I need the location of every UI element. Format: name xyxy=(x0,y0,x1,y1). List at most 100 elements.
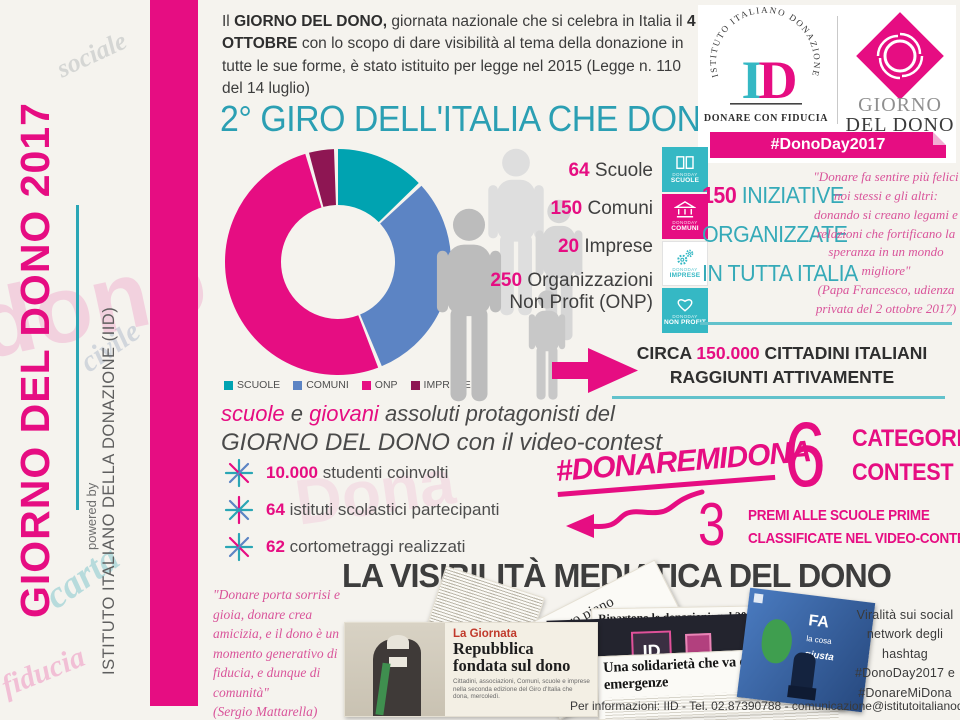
footer-contact-info: Per informazioni: IID - Tel. 02.87390788… xyxy=(570,699,960,713)
prizes-number: 3 xyxy=(698,491,726,558)
badge-tag: DONODAY xyxy=(672,267,698,272)
divider-line xyxy=(612,396,945,399)
social-line: #DonareMiDona xyxy=(858,685,952,700)
arrow-right-icon xyxy=(552,348,638,393)
bullet-cortometraggi: 62 cortometraggi realizzati xyxy=(224,532,465,562)
bullet-value: 62 xyxy=(266,537,285,556)
vc-text: e xyxy=(290,401,303,426)
social-virality-note: Viralità sui social network degli hashta… xyxy=(849,606,960,703)
categories-number: 6 xyxy=(784,404,826,506)
tv-mascot xyxy=(759,617,795,666)
stat-value: 64 xyxy=(568,160,590,181)
donoday-hashtag: #DonoDay2017 xyxy=(770,136,886,153)
gdd-text-deldono: DEL DONO xyxy=(846,114,955,136)
legend-item: COMUNI xyxy=(293,379,349,391)
badge-imprese: DONODAY IMPRESE xyxy=(662,241,708,286)
social-line: hashtag xyxy=(882,646,928,661)
divider-line xyxy=(700,322,952,325)
reach-text: RAGGIUNTI ATTIVAMENTE xyxy=(669,366,895,387)
stat-label: Imprese xyxy=(584,236,653,257)
photo-collar xyxy=(389,657,407,667)
legend-item: ONP xyxy=(361,379,398,391)
asterisk-icon xyxy=(224,458,254,488)
stat-value: 150 xyxy=(550,198,583,219)
badge-name: COMUNI xyxy=(671,225,699,232)
badge-tag: DONODAY xyxy=(672,172,698,177)
legend-swatch xyxy=(293,380,303,390)
prizes-label: PREMI ALLE SCUOLE PRIME CLASSIFICATE NEL… xyxy=(748,504,960,550)
iid-letter-i: I xyxy=(741,50,762,110)
reach-value: 150.000 xyxy=(696,343,760,363)
quote-attribution: (Papa Francesco, udienza privata del 2 o… xyxy=(815,282,957,316)
social-line: network degli xyxy=(866,627,944,642)
photo-skullcap xyxy=(387,635,409,649)
donut-chart xyxy=(225,149,451,375)
vc-highlight: scuole xyxy=(221,401,285,426)
prizes-line: CLASSIFICATE NEL VIDEO-CONTEST xyxy=(748,530,960,547)
intro-bold: 4 OTTOBRE xyxy=(222,13,696,53)
initiatives-text: INIZIATIVE xyxy=(741,182,844,208)
categories-label: CATEGORIE CONTEST xyxy=(852,422,960,490)
bank-icon xyxy=(674,201,696,218)
vc-line2: GIORNO DEL DONO con il video-contest xyxy=(221,429,663,456)
pope-quote: "Donare fa sentire più felici noi stessi… xyxy=(813,168,959,319)
giornata-text: La Giornata Repubblica fondata sul dono … xyxy=(445,623,597,716)
iid-logo: ISTITUTO ITALIANO DONAZIONE I D DONARE C… xyxy=(704,6,828,124)
initiatives-text: IN TUTTA ITALIA xyxy=(702,260,858,286)
book-icon xyxy=(676,156,694,170)
quote-text: "Donare fa sentire più felici noi stessi… xyxy=(813,169,959,279)
stat-imprese: 20 Imprese xyxy=(558,236,653,258)
prizes-line: PREMI ALLE SCUOLE PRIME xyxy=(748,507,930,524)
iid-tagline: DONARE CON FIDUCIA xyxy=(704,113,828,124)
intro-text: giornata nazionale che si celebra in Ita… xyxy=(391,13,683,30)
donut-segment-imprese xyxy=(225,149,451,375)
giornata-label: La Giornata xyxy=(453,628,517,640)
intro-text: Il xyxy=(222,13,230,30)
stat-label: Comuni xyxy=(587,198,653,219)
giornata-headline: Repubblica fondata sul dono xyxy=(453,639,571,675)
giornata-body: Cittadini, associazioni, Comuni, scuole … xyxy=(453,677,590,701)
initiatives-value: 150 xyxy=(702,182,737,208)
asterisk-icon xyxy=(224,495,254,525)
stat-onp: 250 Organizzazioni Non Profit (ONP) xyxy=(490,270,653,314)
video-contest-intro: scuole e giovani assoluti protagonisti d… xyxy=(221,401,662,457)
reach-text: CIRCA xyxy=(636,343,692,363)
poster-title-vertical: GIORNO DEL DONO 2017 xyxy=(12,102,58,619)
legend-label: ONP xyxy=(374,379,398,391)
badge-name: SCUOLE xyxy=(670,177,700,184)
gdd-diamond xyxy=(856,12,944,100)
vc-text: assoluti protagonisti del xyxy=(384,401,615,426)
categories-line: CONTEST xyxy=(852,459,954,486)
quote-attribution: (Sergio Mattarella) xyxy=(213,704,318,720)
bullet-label: cortometraggi realizzati xyxy=(289,537,466,556)
stat-label2: Non Profit (ONP) xyxy=(509,292,653,313)
legend-label: COMUNI xyxy=(306,379,349,391)
watermark-word: sociale xyxy=(52,25,132,84)
bullet-studenti: 10.000 studenti coinvolti xyxy=(224,458,448,488)
bullet-label: studenti coinvolti xyxy=(322,463,449,482)
badge-name: NON PROFIT xyxy=(663,319,707,326)
badge-comuni: DONODAY COMUNI xyxy=(662,194,708,239)
vc-line1: scuole e giovani assoluti protagonisti d… xyxy=(221,401,662,427)
categories-line: CATEGORIE xyxy=(852,425,960,452)
stat-value: 20 xyxy=(557,236,580,257)
bullet-value: 64 xyxy=(266,500,285,519)
donut-segment-onp xyxy=(225,149,451,375)
vc-highlight: giovani xyxy=(309,401,379,426)
quote-text: "Donare porta sorrisi e gioia, donare cr… xyxy=(213,587,341,700)
reach-statement: CIRCA 150.000 CITTADINI ITALIANI RAGGIUN… xyxy=(608,342,956,389)
intro-bold: GIORNO DEL DONO, xyxy=(234,13,388,30)
heart-icon xyxy=(677,299,693,312)
mattarella-quote: "Donare porta sorrisi e gioia, donare cr… xyxy=(213,585,341,720)
donut-segment-scuole xyxy=(225,149,451,375)
giorno-del-dono-logo: GIORNO DEL DONO xyxy=(846,12,955,136)
intro-paragraph: Il GIORNO DEL DONO, giornata nazionale c… xyxy=(222,11,702,101)
legend-item: SCUOLE xyxy=(224,379,280,391)
intro-text: con lo scopo di dare visibilità al tema … xyxy=(222,35,684,98)
sidebar-divider-line xyxy=(76,205,79,510)
badge-tag: DONODAY xyxy=(672,220,698,225)
badge-tag: DONODAY xyxy=(672,314,698,319)
stat-scuole: 64 Scuole xyxy=(568,160,653,182)
gdd-text-giorno: GIORNO xyxy=(858,94,942,116)
bullet-istituti: 64 istituti scolastici partecipanti xyxy=(224,495,499,525)
